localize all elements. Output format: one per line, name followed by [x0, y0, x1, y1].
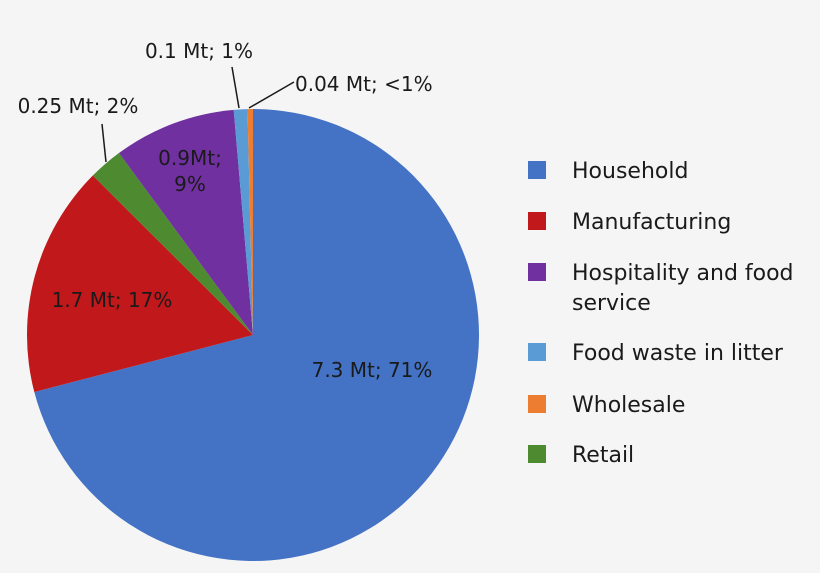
legend-label-food-waste-in-litter: Food waste in litter: [572, 341, 784, 366]
data-label-household: 7.3 Mt; 71%: [312, 358, 433, 382]
data-label-retail: 0.25 Mt; 2%: [18, 94, 139, 118]
legend-label-hospitality-and-food-service: Hospitality and food service: [572, 261, 794, 316]
legend-swatch-wholesale: [528, 395, 546, 413]
legend-label-retail: Retail: [572, 443, 634, 468]
legend-label-manufacturing: Manufacturing: [572, 210, 731, 235]
data-labels: 7.3 Mt; 71% 1.7 Mt; 17% 0.25 Mt; 2% 0.9Mt; 9…: [18, 39, 433, 382]
leader-line-food-waste-in-litter: [231, 66, 240, 109]
leader-lines: [101, 66, 295, 163]
leader-line-wholesale: [248, 81, 295, 109]
slice-retail: [92, 153, 253, 335]
legend-label-wholesale: Wholesale: [572, 393, 685, 418]
data-label-manufacturing: 1.7 Mt; 17%: [52, 288, 173, 312]
slice-wholesale: [247, 109, 253, 335]
legend-swatch-hospitality-and-food-service: [528, 263, 546, 281]
legend: Household Manufacturing Hospitality and fo…: [528, 159, 794, 468]
legend-swatch-retail: [528, 445, 546, 463]
data-label-food-waste-in-litter: 0.1 Mt; 1%: [145, 39, 253, 63]
legend-swatch-household: [528, 161, 546, 179]
data-label-wholesale: 0.04 Mt; <1%: [295, 72, 433, 96]
legend-swatch-food-waste-in-litter: [528, 343, 546, 361]
slice-food-waste-in-litter: [233, 109, 253, 335]
legend-swatch-manufacturing: [528, 212, 546, 230]
slice-hospitality-and-food-service: [118, 109, 253, 335]
data-label-hospitality-and-food-service: 0.9Mt; 9%: [158, 146, 222, 196]
slice-household: [34, 109, 479, 561]
slice-manufacturing: [26, 175, 253, 392]
pie-slices: [26, 109, 479, 561]
legend-label-household: Household: [572, 159, 688, 184]
leader-line-retail: [101, 123, 107, 163]
